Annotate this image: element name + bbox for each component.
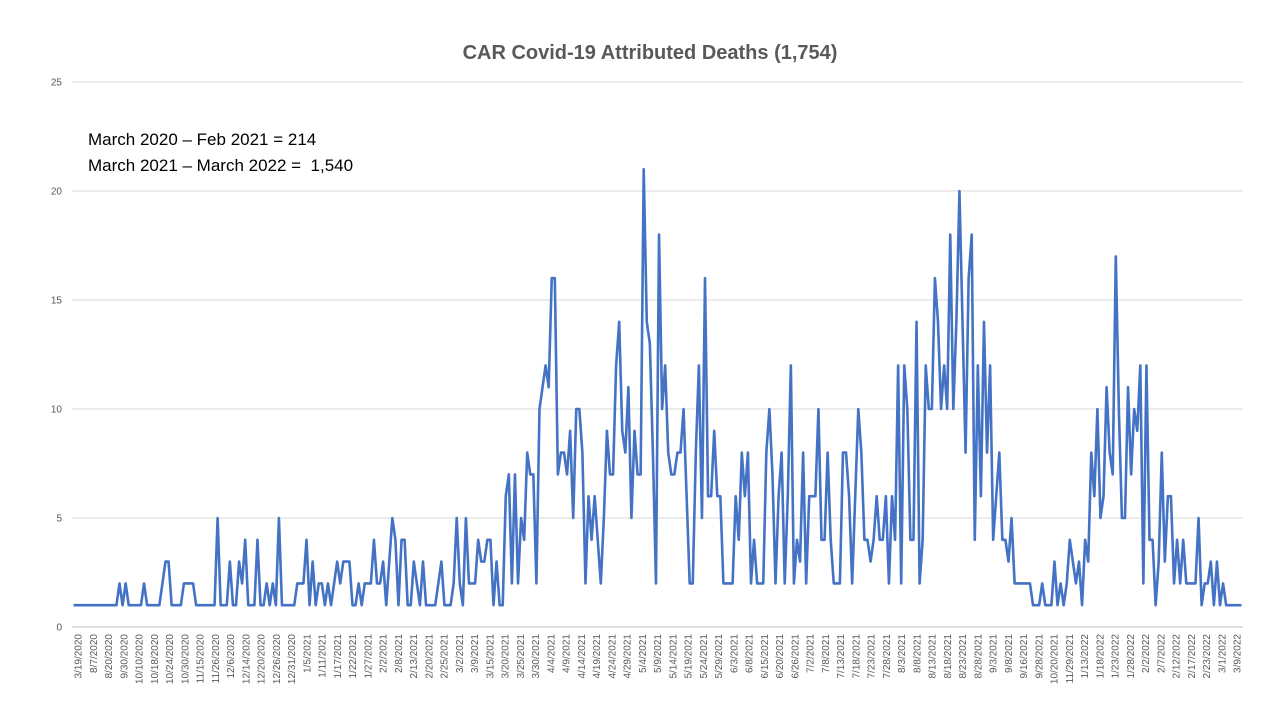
x-tick-label: 4/29/2021 (623, 634, 634, 679)
x-tick-label: 8/23/2021 (958, 634, 969, 679)
y-tick-label: 5 (56, 514, 62, 525)
x-tick-label: 12/20/2020 (257, 634, 268, 684)
x-tick-label: 1/28/2022 (1126, 634, 1137, 679)
x-tick-label: 7/2/2021 (806, 634, 817, 673)
x-tick-label: 2/2/2022 (1141, 634, 1152, 673)
x-tick-label: 12/31/2020 (287, 634, 298, 684)
x-tick-label: 2/7/2022 (1156, 634, 1167, 673)
x-axis-ticks: 3/19/2020 8/7/2020 8/20/2020 9/30/2020 10/10… (74, 634, 1244, 684)
x-tick-label: 1/11/2021 (318, 634, 329, 678)
y-axis-ticks: 0 5 10 15 20 25 (51, 78, 63, 634)
x-tick-label: 10/20/2021 (1050, 634, 1061, 684)
x-tick-label: 11/15/2020 (196, 634, 207, 684)
chart-title: CAR Covid-19 Attributed Deaths (1,754) (463, 42, 838, 64)
x-tick-label: 7/23/2021 (867, 634, 878, 679)
x-tick-label: 5/4/2021 (638, 634, 649, 673)
y-tick-label: 10 (51, 405, 63, 416)
y-tick-label: 0 (56, 623, 62, 634)
x-tick-label: 7/28/2021 (882, 634, 893, 679)
series-line (73, 167, 1242, 607)
x-tick-label: 1/23/2022 (1111, 634, 1122, 679)
x-tick-label: 3/19/2020 (74, 634, 85, 679)
x-tick-label: 2/13/2021 (409, 634, 420, 679)
x-tick-label: 6/3/2021 (729, 634, 740, 673)
x-tick-label: 9/3/2021 (989, 634, 1000, 673)
x-tick-label: 8/3/2021 (897, 634, 908, 673)
x-tick-label: 8/20/2020 (104, 634, 115, 679)
x-tick-label: 2/2/2021 (379, 634, 390, 673)
x-tick-label: 8/7/2020 (89, 634, 100, 673)
x-tick-label: 10/10/2020 (135, 634, 146, 684)
x-tick-label: 3/1/2022 (1217, 634, 1228, 673)
x-tick-label: 7/13/2021 (836, 634, 847, 679)
x-tick-label: 8/8/2021 (912, 634, 923, 673)
x-tick-label: 1/17/2021 (333, 634, 344, 679)
x-tick-label: 12/26/2020 (272, 634, 283, 684)
x-tick-label: 2/25/2021 (440, 634, 451, 679)
x-tick-label: 8/18/2021 (943, 634, 954, 679)
x-tick-label: 3/25/2021 (516, 634, 527, 679)
x-tick-label: 5/24/2021 (699, 634, 710, 679)
x-tick-label: 9/30/2020 (119, 634, 130, 679)
x-tick-label: 6/26/2021 (790, 634, 801, 679)
x-tick-label: 5/9/2021 (653, 634, 664, 673)
annotation-period-1: March 2020 – Feb 2021 = 214 (88, 130, 316, 149)
x-tick-label: 4/24/2021 (607, 634, 618, 679)
x-tick-label: 7/8/2021 (821, 634, 832, 673)
x-tick-label: 1/22/2021 (348, 634, 359, 679)
x-tick-label: 3/9/2021 (470, 634, 481, 673)
x-tick-label: 2/20/2021 (424, 634, 435, 679)
x-tick-label: 4/4/2021 (546, 634, 557, 673)
x-tick-label: 5/29/2021 (714, 634, 725, 679)
x-tick-label: 2/12/2022 (1172, 634, 1183, 679)
x-tick-label: 8/13/2021 (928, 634, 939, 679)
x-tick-label: 4/9/2021 (562, 634, 573, 673)
x-tick-label: 10/24/2020 (165, 634, 176, 684)
x-tick-label: 9/28/2021 (1034, 634, 1045, 679)
x-tick-label: 3/30/2021 (531, 634, 542, 679)
x-tick-label: 2/23/2022 (1202, 634, 1213, 679)
x-tick-label: 3/15/2021 (485, 634, 496, 679)
x-tick-label: 4/19/2021 (592, 634, 603, 679)
x-tick-label: 1/13/2022 (1080, 634, 1091, 679)
x-tick-label: 2/17/2022 (1187, 634, 1198, 679)
x-tick-label: 6/8/2021 (745, 634, 756, 673)
x-tick-label: 11/29/2021 (1065, 634, 1076, 684)
x-tick-label: 4/14/2021 (577, 634, 588, 679)
y-tick-label: 20 (51, 187, 63, 198)
x-tick-label: 5/19/2021 (684, 634, 695, 679)
x-tick-label: 1/27/2021 (363, 634, 374, 679)
x-tick-label: 1/18/2022 (1095, 634, 1106, 679)
x-tick-label: 8/28/2021 (973, 634, 984, 679)
x-tick-label: 1/5/2021 (302, 634, 313, 673)
x-tick-label: 9/16/2021 (1019, 634, 1030, 679)
x-tick-label: 3/9/2022 (1233, 634, 1244, 673)
x-tick-label: 12/14/2020 (241, 634, 252, 684)
x-tick-label: 5/14/2021 (668, 634, 679, 679)
annotation-period-2: March 2021 – March 2022 = 1,540 (88, 156, 353, 175)
y-tick-label: 15 (51, 296, 63, 307)
x-tick-label: 11/26/2020 (211, 634, 222, 684)
x-tick-label: 3/20/2021 (501, 634, 512, 679)
x-tick-label: 10/30/2020 (180, 634, 191, 684)
x-tick-label: 6/15/2021 (760, 634, 771, 679)
x-tick-label: 3/2/2021 (455, 634, 466, 673)
x-tick-label: 6/20/2021 (775, 634, 786, 679)
x-tick-label: 9/8/2021 (1004, 634, 1015, 673)
x-tick-label: 10/18/2020 (150, 634, 161, 684)
x-tick-label: 7/18/2021 (851, 634, 862, 679)
y-tick-label: 25 (51, 78, 63, 89)
x-tick-label: 2/8/2021 (394, 634, 405, 673)
x-tick-label: 12/6/2020 (226, 634, 237, 679)
